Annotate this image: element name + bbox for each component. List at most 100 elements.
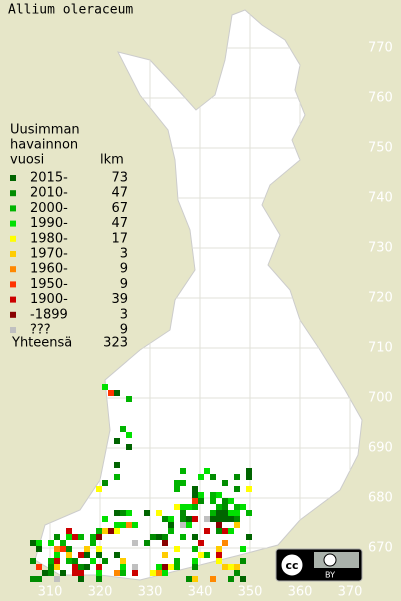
y-label: 760 <box>368 91 393 106</box>
observation <box>180 516 186 522</box>
observation <box>78 576 84 582</box>
observation <box>174 564 180 570</box>
observation <box>114 570 120 576</box>
observation <box>96 552 102 558</box>
observation <box>174 486 180 492</box>
observation <box>246 510 252 516</box>
observation <box>192 492 198 498</box>
legend-count: 3 <box>120 247 128 262</box>
x-label: 370 <box>338 585 363 600</box>
observation <box>192 558 198 564</box>
observation <box>168 516 174 522</box>
cc-text: cc <box>285 559 298 572</box>
observation <box>192 504 198 510</box>
legend-swatch <box>10 251 16 257</box>
observation <box>60 570 66 576</box>
observation <box>198 492 204 498</box>
observation <box>114 528 120 534</box>
observation <box>174 558 180 564</box>
observation <box>126 510 132 516</box>
observation <box>66 534 72 540</box>
observation <box>144 540 150 546</box>
legend-count: 67 <box>111 201 128 216</box>
observation <box>210 516 216 522</box>
observation <box>84 546 90 552</box>
observation <box>120 510 126 516</box>
x-label: 320 <box>88 585 113 600</box>
observation <box>216 558 222 564</box>
legend-header: vuosi <box>10 153 44 168</box>
observation <box>210 492 216 498</box>
observation <box>246 474 252 480</box>
observation <box>114 522 120 528</box>
observation <box>162 540 168 546</box>
observation <box>36 540 42 546</box>
observation <box>174 546 180 552</box>
x-label: 360 <box>288 585 313 600</box>
observation <box>192 516 198 522</box>
y-label: 690 <box>368 441 393 456</box>
legend-count: 47 <box>111 216 128 231</box>
cc-icon <box>278 551 306 579</box>
observation <box>54 546 60 552</box>
observation <box>48 540 54 546</box>
y-label: 680 <box>368 491 393 506</box>
legend-label: 1990- <box>30 216 68 231</box>
observation <box>198 552 204 558</box>
legend-count: 39 <box>111 292 128 307</box>
observation <box>102 558 108 564</box>
observation <box>216 522 222 528</box>
observation <box>90 540 96 546</box>
observation <box>228 510 234 516</box>
observation <box>234 522 240 528</box>
observation <box>132 570 138 576</box>
observation <box>240 546 246 552</box>
observation <box>186 516 192 522</box>
observation <box>162 570 168 576</box>
observation <box>222 498 228 504</box>
observation <box>120 522 126 528</box>
observation <box>96 528 102 534</box>
observation <box>162 564 168 570</box>
legend-label: 1900- <box>30 292 68 307</box>
observation <box>150 570 156 576</box>
observation <box>186 522 192 528</box>
observation <box>204 528 210 534</box>
legend-label: 1980- <box>30 231 68 246</box>
observation <box>156 534 162 540</box>
observation <box>114 438 120 444</box>
observation <box>192 498 198 504</box>
observation <box>234 516 240 522</box>
observation <box>234 564 240 570</box>
by-icon <box>323 553 337 567</box>
observation <box>114 474 120 480</box>
observation <box>108 528 114 534</box>
observation <box>210 510 216 516</box>
y-label: 730 <box>368 241 393 256</box>
observation <box>168 528 174 534</box>
observation <box>234 510 240 516</box>
observation <box>204 516 210 522</box>
observation <box>48 570 54 576</box>
observation <box>240 558 246 564</box>
y-label: 750 <box>368 141 393 156</box>
observation <box>216 516 222 522</box>
observation <box>66 546 72 552</box>
x-label: 310 <box>38 585 63 600</box>
legend-count: 9 <box>120 323 128 338</box>
observation <box>180 522 186 528</box>
observation <box>216 552 222 558</box>
legend-label: 2000- <box>30 201 68 216</box>
legend-label: ??? <box>30 323 51 338</box>
observation <box>228 528 234 534</box>
y-label: 670 <box>368 541 393 556</box>
observation <box>210 576 216 582</box>
observation <box>240 576 246 582</box>
observation <box>48 558 54 564</box>
observation <box>156 510 162 516</box>
legend-swatch <box>10 281 16 288</box>
observation <box>180 504 186 510</box>
legend-label: -1899 <box>30 307 68 322</box>
observation <box>186 576 192 582</box>
observation <box>102 384 108 390</box>
